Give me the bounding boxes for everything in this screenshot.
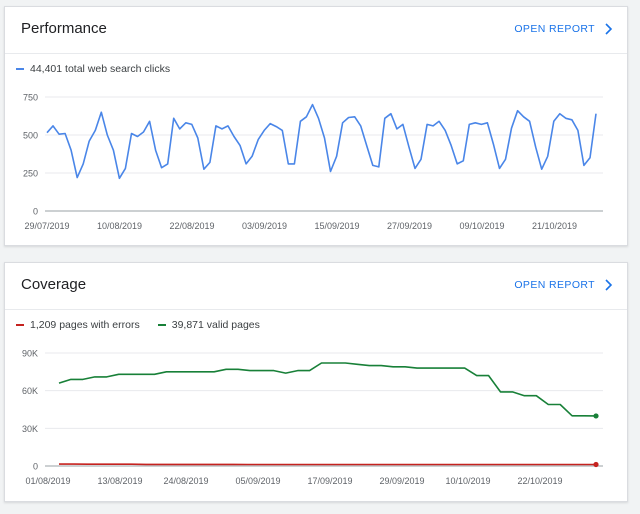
y-tick-label: 60K bbox=[22, 386, 38, 396]
x-tick-label: 17/09/2019 bbox=[307, 476, 352, 486]
x-tick-label: 13/08/2019 bbox=[97, 476, 142, 486]
x-tick-label: 10/10/2019 bbox=[445, 476, 490, 486]
performance-open-report-button[interactable]: OPEN REPORT bbox=[514, 23, 613, 35]
coverage-header: Coverage OPEN REPORT bbox=[5, 263, 627, 310]
series-line-0 bbox=[46, 103, 597, 180]
chevron-right-icon bbox=[605, 23, 613, 35]
performance-open-report-label: OPEN REPORT bbox=[514, 23, 595, 35]
legend-item-valid[interactable]: 39,871 valid pages bbox=[157, 319, 260, 331]
x-tick-label: 10/08/2019 bbox=[97, 221, 142, 231]
x-tick-label: 03/09/2019 bbox=[242, 221, 287, 231]
legend-swatch-valid bbox=[157, 324, 166, 326]
chevron-right-icon bbox=[605, 279, 613, 291]
performance-legend: 44,401 total web search clicks bbox=[16, 63, 188, 75]
legend-item-errors[interactable]: 1,209 pages with errors bbox=[16, 319, 140, 331]
performance-card: Performance OPEN REPORT 44,401 total web… bbox=[4, 6, 628, 246]
x-tick-label: 15/09/2019 bbox=[314, 221, 359, 231]
series-end-point-0 bbox=[593, 461, 599, 468]
performance-header: Performance OPEN REPORT bbox=[5, 7, 627, 54]
x-tick-label: 29/09/2019 bbox=[379, 476, 424, 486]
y-tick-label: 90K bbox=[22, 349, 38, 359]
x-tick-label: 22/08/2019 bbox=[169, 221, 214, 231]
x-tick-label: 27/09/2019 bbox=[387, 221, 432, 231]
y-tick-label: 30K bbox=[22, 424, 38, 434]
y-tick-label: 750 bbox=[23, 93, 38, 103]
y-tick-label: 0 bbox=[33, 462, 38, 472]
legend-label-errors: 1,209 pages with errors bbox=[30, 319, 140, 331]
legend-label-valid: 39,871 valid pages bbox=[171, 319, 260, 331]
x-tick-label: 22/10/2019 bbox=[517, 476, 562, 486]
x-tick-label: 01/08/2019 bbox=[25, 476, 70, 486]
y-tick-label: 250 bbox=[23, 169, 38, 179]
coverage-legend: 1,209 pages with errors 39,871 valid pag… bbox=[16, 319, 278, 331]
coverage-chart: 0 30K 60K 90K 01/08/2019 13/08/2019 24/08/2019… bbox=[22, 349, 603, 486]
coverage-open-report-label: OPEN REPORT bbox=[514, 279, 595, 291]
legend-label-clicks: 44,401 total web search clicks bbox=[30, 63, 171, 75]
series-line-1 bbox=[58, 362, 597, 417]
legend-swatch-clicks bbox=[16, 68, 24, 70]
performance-title: Performance bbox=[21, 20, 107, 37]
x-tick-label: 09/10/2019 bbox=[459, 221, 504, 231]
coverage-open-report-button[interactable]: OPEN REPORT bbox=[514, 279, 613, 291]
y-tick-label: 0 bbox=[33, 207, 38, 217]
performance-chart: 0 250 500 750 29/07/2019 10/08/2019 22/08/2019… bbox=[23, 93, 603, 231]
x-tick-label: 21/10/2019 bbox=[532, 221, 577, 231]
legend-swatch-errors bbox=[16, 324, 24, 326]
x-tick-label: 05/09/2019 bbox=[235, 476, 280, 486]
coverage-title: Coverage bbox=[21, 276, 87, 293]
x-tick-label: 24/08/2019 bbox=[163, 476, 208, 486]
legend-item-clicks[interactable]: 44,401 total web search clicks bbox=[16, 63, 170, 75]
y-tick-label: 500 bbox=[23, 131, 38, 141]
x-tick-label: 29/07/2019 bbox=[24, 221, 69, 231]
series-end-point-1 bbox=[593, 413, 599, 419]
coverage-card: Coverage OPEN REPORT 1,209 pages with er… bbox=[4, 262, 628, 502]
